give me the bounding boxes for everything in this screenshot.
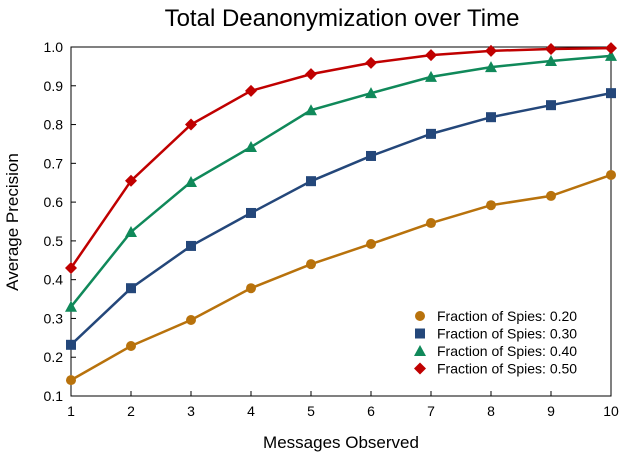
x-tick-label: 1 — [67, 403, 75, 419]
y-tick-label: 0.5 — [44, 233, 64, 249]
legend-marker — [415, 311, 425, 321]
data-point — [306, 259, 316, 270]
x-axis-label: Messages Observed — [263, 433, 419, 452]
series-line — [70, 54, 612, 308]
y-tick-label: 0.7 — [44, 155, 64, 171]
data-point — [485, 61, 497, 73]
x-tick-label: 5 — [307, 403, 315, 419]
x-tick-label: 4 — [247, 403, 255, 419]
data-point — [425, 49, 437, 62]
data-point — [366, 150, 376, 161]
data-point — [305, 68, 317, 81]
data-point — [245, 84, 257, 97]
data-point — [365, 87, 377, 99]
x-tick-label: 3 — [187, 403, 195, 419]
legend-marker — [414, 345, 426, 356]
data-point — [246, 207, 256, 218]
data-point — [245, 141, 257, 153]
data-point — [65, 262, 77, 275]
x-tick-label: 8 — [487, 403, 495, 419]
plot-frame — [70, 46, 612, 397]
legend-label: Fraction of Spies: 0.20 — [437, 308, 577, 324]
data-point — [426, 128, 436, 139]
data-point — [606, 169, 616, 180]
x-tick-label: 6 — [367, 403, 375, 419]
data-point — [425, 70, 437, 82]
x-tick-label: 10 — [603, 403, 619, 419]
data-point — [306, 176, 316, 187]
data-point — [605, 49, 617, 61]
data-point — [366, 238, 376, 249]
data-point — [126, 283, 136, 294]
legend-marker — [415, 328, 425, 339]
data-point — [185, 175, 197, 187]
y-tick-label: 0.4 — [44, 272, 64, 288]
data-point — [545, 42, 557, 55]
y-tick-label: 0.3 — [44, 310, 64, 326]
data-point — [66, 375, 76, 386]
data-point — [546, 190, 556, 201]
data-point — [486, 200, 496, 211]
legend-label: Fraction of Spies: 0.50 — [437, 361, 577, 377]
series-line — [70, 173, 612, 382]
data-point — [125, 225, 137, 237]
data-point — [66, 339, 76, 350]
data-point — [125, 174, 137, 187]
chart-title: Total Deanonymization over Time — [165, 5, 520, 32]
legend-label: Fraction of Spies: 0.30 — [437, 326, 577, 342]
data-point — [246, 283, 256, 294]
data-point — [486, 112, 496, 123]
data-point — [186, 314, 196, 325]
series-line — [69, 46, 612, 269]
data-point — [126, 340, 136, 351]
data-point — [426, 218, 436, 229]
y-tick-label: 0.9 — [44, 78, 64, 94]
data-point — [606, 88, 616, 99]
data-point — [185, 118, 197, 131]
data-point — [65, 300, 77, 312]
data-point — [545, 54, 557, 66]
y-tick-label: 0.2 — [44, 349, 64, 365]
data-point — [605, 42, 617, 55]
y-tick-label: 1.0 — [44, 39, 64, 55]
data-point — [186, 240, 196, 251]
data-point — [546, 100, 556, 111]
legend-label: Fraction of Spies: 0.40 — [437, 343, 577, 359]
y-tick-label: 0.1 — [44, 388, 64, 404]
data-point — [305, 104, 317, 116]
x-tick-label: 2 — [127, 403, 135, 419]
y-axis-label: Average Precision — [3, 153, 22, 291]
y-tick-label: 0.8 — [44, 117, 64, 133]
data-point — [485, 44, 497, 57]
y-tick-label: 0.6 — [44, 194, 64, 210]
x-tick-label: 7 — [427, 403, 435, 419]
series-line — [70, 91, 612, 346]
legend-marker — [414, 362, 426, 375]
x-tick-label: 9 — [547, 403, 555, 419]
data-point — [365, 56, 377, 69]
